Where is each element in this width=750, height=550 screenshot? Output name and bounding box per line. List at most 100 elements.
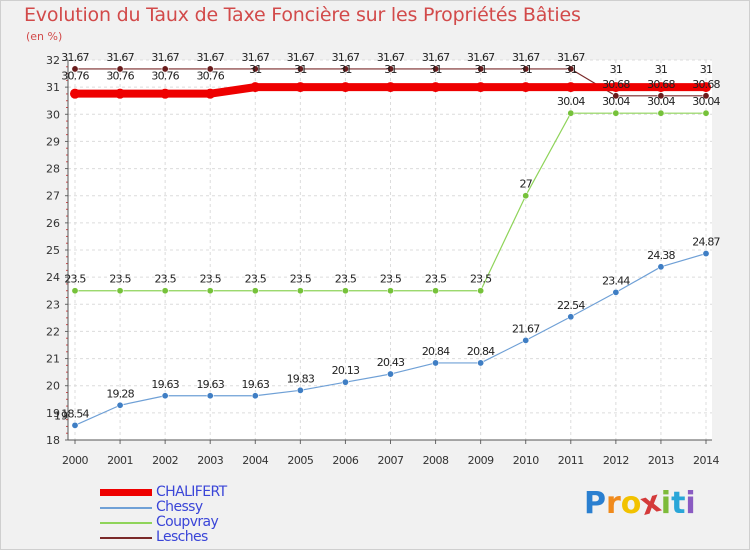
- grid: [68, 59, 712, 441]
- data-label-chalifert: 31: [384, 63, 396, 76]
- data-label-lesches: 31.67: [467, 51, 495, 64]
- x-tick-label: 2006: [332, 454, 358, 467]
- data-label-coupvray: 23.5: [335, 273, 357, 286]
- data-point-chessy: [432, 359, 440, 367]
- y-tick-label: 24: [46, 271, 60, 284]
- data-label-chessy: 23.44: [602, 274, 630, 287]
- y-tick-label: 19: [46, 407, 60, 420]
- data-label-chalifert: 31: [610, 63, 622, 76]
- data-point-coupvray: [71, 287, 79, 295]
- logo-letter: o: [620, 486, 642, 521]
- data-label-coupvray: 23.5: [245, 273, 267, 286]
- data-point-chessy: [206, 392, 214, 400]
- data-label-coupvray: 30.04: [602, 95, 630, 108]
- axes: 18 19 20 21 22 23 24 25 26 27 28 29 30 31 32 2000 2001 20…: [46, 54, 720, 467]
- data-point-chessy: [71, 421, 79, 429]
- data-label-chalifert: 30.76: [151, 70, 179, 83]
- y-tick-label: 32: [46, 54, 60, 67]
- data-label-chalifert: 30.76: [106, 70, 134, 83]
- data-point-chalifert: [655, 82, 666, 93]
- data-point-lesches: [567, 65, 575, 73]
- x-tick-label: 2003: [197, 454, 223, 467]
- proxiti-logo: Proxiti: [584, 484, 696, 523]
- data-label-chessy: 19.28: [106, 387, 134, 400]
- series-layer: [70, 65, 711, 429]
- data-point-lesches: [657, 92, 665, 100]
- data-point-lesches: [386, 65, 394, 73]
- data-point-chessy: [116, 401, 124, 409]
- data-label-chessy: 20.84: [467, 345, 495, 358]
- x-tick-label: 2008: [423, 454, 449, 467]
- x-tick-label: 2005: [287, 454, 313, 467]
- data-point-chessy: [657, 263, 665, 271]
- data-label-coupvray: 23.5: [64, 273, 86, 286]
- data-label-lesches: 31.67: [332, 51, 360, 64]
- y-tick-label: 26: [46, 217, 60, 230]
- legend-swatch-lesches: [100, 537, 152, 539]
- legend-label-chessy: Chessy: [156, 499, 203, 515]
- data-label-lesches: 31.67: [151, 51, 179, 64]
- logo-letter: t: [671, 486, 686, 521]
- data-label-lesches: 30.68: [647, 78, 675, 91]
- data-point-chessy: [567, 313, 575, 321]
- data-point-lesches: [702, 92, 710, 100]
- x-tick-label: 2000: [62, 454, 88, 467]
- data-label-coupvray: 30.04: [647, 95, 675, 108]
- data-label-chalifert: 31: [655, 63, 667, 76]
- data-point-chessy: [522, 336, 530, 344]
- x-tick-label: 2011: [558, 454, 584, 467]
- data-point-coupvray: [251, 287, 259, 295]
- data-label-chessy: 20.43: [377, 356, 405, 369]
- data-label-chalifert: 31: [294, 63, 306, 76]
- data-label-lesches: 31.67: [422, 51, 450, 64]
- y-tick-label: 21: [46, 353, 60, 366]
- logo-letter: r: [606, 486, 621, 521]
- logo-letter: P: [584, 486, 606, 521]
- data-point-lesches: [341, 65, 349, 73]
- data-point-lesches: [206, 65, 214, 73]
- data-label-coupvray: 23.5: [380, 273, 402, 286]
- data-point-chalifert: [430, 82, 441, 93]
- data-point-chalifert: [160, 88, 171, 99]
- data-label-chessy: 19.63: [196, 378, 224, 391]
- data-label-lesches: 30.68: [692, 78, 720, 91]
- y-tick-label: 31: [46, 81, 60, 94]
- legend: CHALIFERT Chessy Coupvray Lesches: [100, 484, 300, 545]
- data-point-chalifert: [115, 88, 126, 99]
- data-label-chessy: 20.13: [332, 364, 360, 377]
- data-point-chalifert: [701, 82, 711, 93]
- data-point-coupvray: [161, 287, 169, 295]
- data-point-lesches: [432, 65, 440, 73]
- data-label-coupvray: 23.5: [109, 273, 131, 286]
- y-tick-label: 18: [46, 434, 60, 447]
- data-point-chessy: [612, 288, 620, 296]
- data-point-coupvray: [612, 109, 620, 117]
- data-label-chalifert: 31: [249, 63, 261, 76]
- data-point-coupvray: [341, 287, 349, 295]
- data-point-coupvray: [206, 287, 214, 295]
- data-label-chessy: 24.38: [647, 249, 675, 262]
- data-point-coupvray: [296, 287, 304, 295]
- extra-label: 19: [54, 410, 68, 423]
- data-label-chessy: 21.67: [512, 322, 540, 335]
- data-label-chalifert: 31: [474, 63, 486, 76]
- legend-item-lesches: Lesches: [100, 529, 300, 545]
- data-label-lesches: 30.68: [602, 78, 630, 91]
- data-point-chalifert: [250, 82, 261, 93]
- x-tick-label: 2012: [603, 454, 629, 467]
- data-label-chalifert: 30.76: [196, 70, 224, 83]
- data-label-lesches: 31.67: [557, 51, 585, 64]
- y-tick-label: 29: [46, 135, 60, 148]
- data-label-coupvray: 23.5: [425, 273, 447, 286]
- x-tick-label: 2002: [152, 454, 178, 467]
- data-point-chalifert: [340, 82, 351, 93]
- data-label-coupvray: 30.04: [692, 95, 720, 108]
- x-tick-label: 2001: [107, 454, 133, 467]
- data-point-chessy: [341, 378, 349, 386]
- data-label-lesches: 31.67: [196, 51, 224, 64]
- legend-item-coupvray: Coupvray: [100, 514, 300, 530]
- data-point-chessy: [702, 250, 710, 258]
- legend-label-coupvray: Coupvray: [156, 514, 219, 530]
